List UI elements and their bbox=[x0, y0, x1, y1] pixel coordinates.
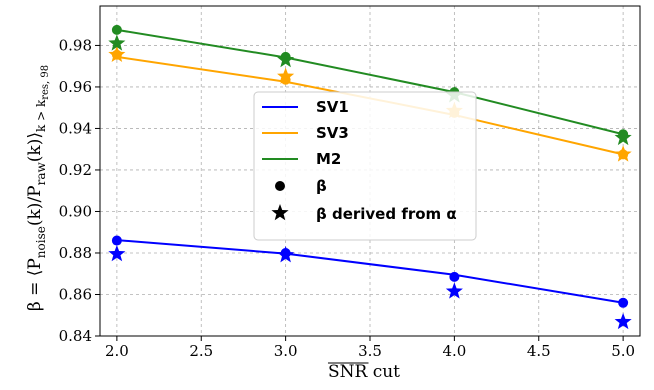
x-tick-label: 5.0 bbox=[611, 342, 635, 360]
legend-box bbox=[253, 91, 477, 241]
legend-label-sv1: SV1 bbox=[316, 98, 349, 116]
x-tick-label: 4.5 bbox=[527, 342, 551, 360]
y-tick-label: 0.86 bbox=[59, 285, 92, 303]
x-axis-title-rest: cut bbox=[367, 362, 400, 382]
alpha-star-sv1 bbox=[108, 245, 126, 262]
alpha-star-sv1 bbox=[445, 282, 463, 299]
alpha-star-sv3 bbox=[614, 145, 632, 162]
series-sv1 bbox=[108, 235, 632, 330]
alpha-star-sv1 bbox=[277, 246, 295, 263]
legend-label-beta-from-alpha: β derived from α bbox=[316, 205, 457, 223]
series-m2 bbox=[108, 24, 632, 146]
y-tick-label: 0.84 bbox=[59, 327, 92, 345]
legend-label-sv3: SV3 bbox=[316, 124, 349, 142]
y-tick-label: 0.98 bbox=[59, 36, 92, 54]
ticks: 2.0 2.5 3.0 3.5 4.0 4.5 5.0 0.84 0.86 0.88 0.90 0.9… bbox=[59, 36, 635, 360]
y-tick-label: 0.96 bbox=[59, 78, 92, 96]
x-tick-label: 3.5 bbox=[358, 342, 382, 360]
legend-label-beta: β bbox=[316, 177, 327, 195]
beta-point-sv1 bbox=[618, 297, 629, 308]
y-axis-title: β = ⟨Pnoise(k)/Praw(k)⟩k > kres, 98 bbox=[25, 65, 51, 311]
alpha-star-m2 bbox=[108, 34, 126, 51]
alpha-star-sv3 bbox=[108, 45, 126, 63]
series-line-m2 bbox=[116, 28, 624, 136]
legend-marker-star-icon bbox=[271, 204, 289, 221]
x-axis-title-snr: SNR bbox=[328, 362, 369, 382]
y-tick-label: 0.90 bbox=[59, 202, 92, 220]
beta-point-sv1 bbox=[449, 271, 460, 282]
y-tick-label: 0.94 bbox=[59, 119, 92, 137]
x-tick-label: 2.0 bbox=[105, 342, 129, 360]
alpha-star-sv1 bbox=[614, 312, 632, 330]
alpha-star-m2 bbox=[614, 128, 632, 146]
series-line-sv1 bbox=[116, 239, 624, 304]
legend-label-m2: M2 bbox=[316, 150, 341, 168]
legend: SV1 SV3 M2 β β derived from α bbox=[253, 91, 477, 241]
x-tick-label: 2.5 bbox=[189, 342, 213, 360]
x-tick-label: 4.0 bbox=[442, 342, 466, 360]
alpha-star-sv3 bbox=[277, 67, 295, 84]
beta-point-m2 bbox=[111, 24, 122, 35]
legend-marker-circle-icon bbox=[275, 181, 285, 191]
beta-point-sv1 bbox=[111, 235, 122, 246]
y-tick-label: 0.92 bbox=[59, 161, 92, 179]
x-tick-label: 3.0 bbox=[274, 342, 298, 360]
y-tick-label: 0.88 bbox=[59, 244, 92, 262]
x-axis-title: SNR cut bbox=[328, 362, 400, 382]
alpha-star-m2 bbox=[277, 50, 295, 68]
